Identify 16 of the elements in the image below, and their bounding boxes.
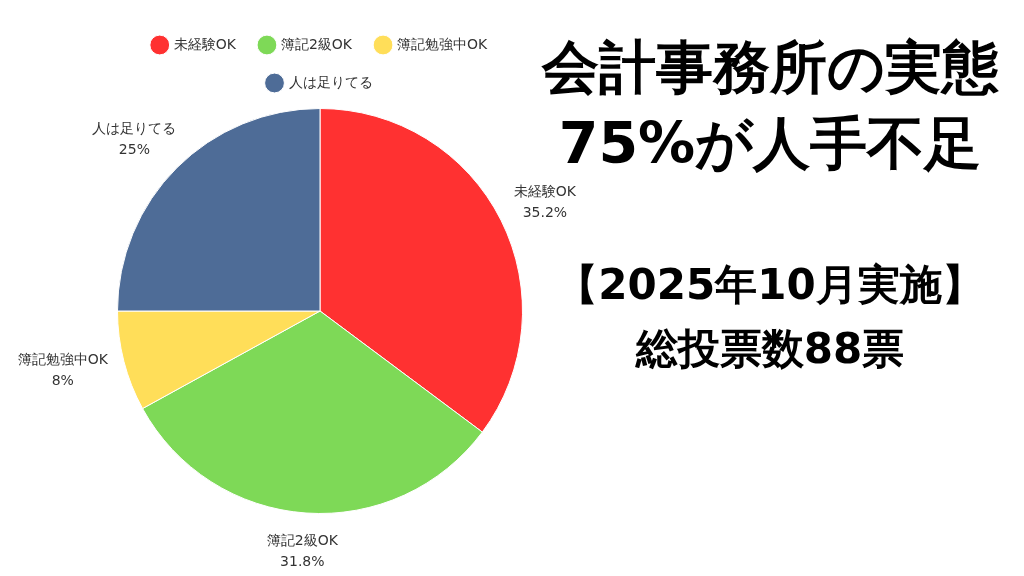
text: 会計事務所の実態 bbox=[540, 33, 1000, 102]
legend-label: 簿記勉強中OK bbox=[397, 35, 489, 52]
data-label: 25% bbox=[118, 141, 150, 158]
slice-label: 人は足りてる bbox=[92, 120, 177, 137]
text: 総投票数88票 bbox=[634, 323, 906, 375]
legend-label: 簿記2級OK bbox=[280, 35, 353, 52]
text: 75%が人手不足 bbox=[557, 109, 983, 178]
legend-label: 人は足りてる bbox=[288, 73, 373, 90]
slice-label: 未経験OK bbox=[513, 182, 577, 199]
slice-label: 簿記勉強中OK bbox=[17, 351, 109, 368]
slice-label: 簿記2級OK bbox=[266, 532, 339, 549]
text: 【2025年10月実施】 bbox=[555, 259, 985, 311]
data-label: 8% bbox=[51, 372, 74, 389]
legend-label: 未経験OK bbox=[173, 35, 237, 52]
data-label: 35.2% bbox=[522, 203, 568, 220]
data-label: 31.8% bbox=[280, 553, 325, 570]
